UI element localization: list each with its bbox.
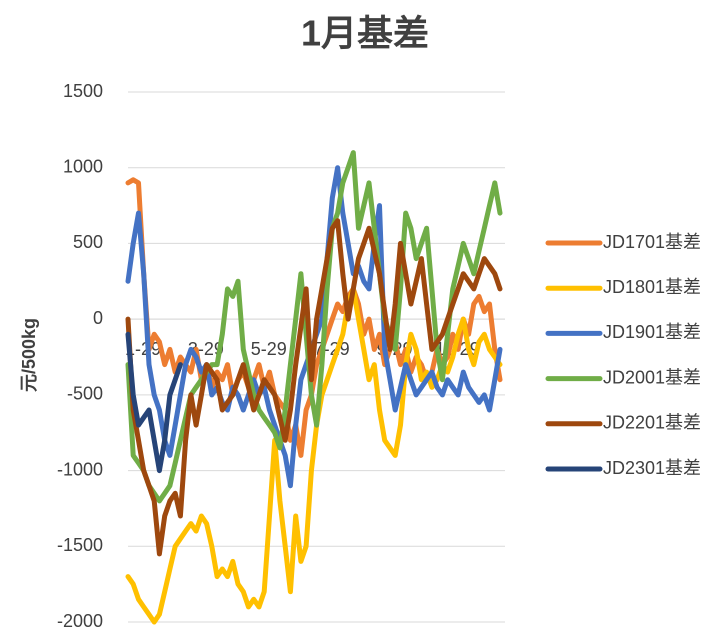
legend-label: JD1901基差 [603,322,701,342]
y-axis-label: 元/500kg [19,318,39,392]
y-tick-label: -1000 [57,459,103,479]
y-tick-label: 500 [73,232,103,252]
y-tick-label: 1000 [63,156,103,176]
series-line [125,331,183,474]
legend-label: JD1801基差 [603,277,701,297]
y-tick-label: -2000 [57,611,103,631]
x-tick-label: 5-29 [251,339,287,359]
y-tick-label: -500 [67,384,103,404]
legend-label: JD2001基差 [603,367,701,387]
legend-label: JD2201基差 [603,413,701,433]
chart-title: 1月基差 [301,13,429,54]
legend-label: JD2301基差 [603,458,701,478]
series-line [125,286,503,625]
y-tick-label: 0 [93,308,103,328]
series-line [125,218,503,557]
y-tick-label: 1500 [63,81,103,101]
legend-label: JD1701基差 [603,232,701,252]
y-tick-label: -1500 [57,535,103,555]
